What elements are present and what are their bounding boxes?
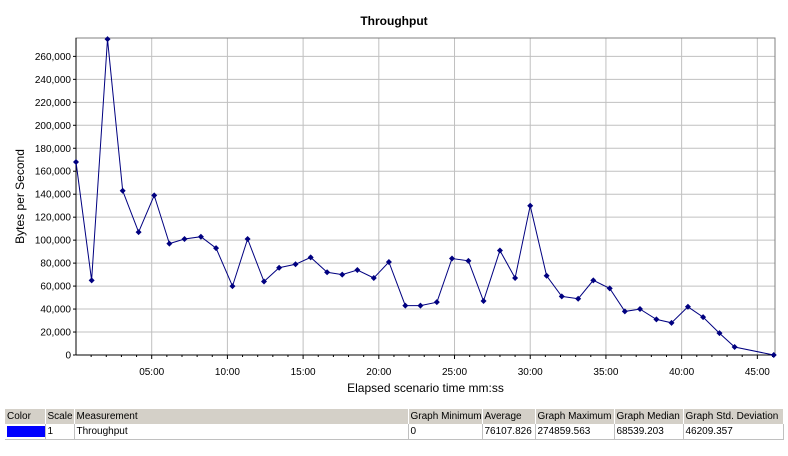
data-point <box>716 330 723 337</box>
chart-title: Throughput <box>360 14 428 28</box>
data-point <box>119 187 126 194</box>
data-point <box>512 275 519 282</box>
y-tick-label: 80,000 <box>40 259 71 270</box>
header-graph-median[interactable]: Graph Median <box>614 409 684 424</box>
y-tick-label: 100,000 <box>35 236 72 247</box>
data-point <box>339 271 346 278</box>
data-point <box>653 316 660 323</box>
data-point <box>575 295 582 302</box>
data-point <box>417 302 424 309</box>
x-tick-label: 20:00 <box>366 367 391 378</box>
data-point <box>480 298 487 305</box>
y-tick-label: 0 <box>65 351 71 362</box>
data-point <box>606 285 613 292</box>
y-tick-label: 60,000 <box>40 282 71 293</box>
legend-scale: 1 <box>45 424 75 440</box>
data-point <box>370 275 377 282</box>
axes <box>73 37 776 359</box>
data-point <box>448 255 455 262</box>
header-scale[interactable]: Scale <box>45 409 75 424</box>
legend-graph-minimum: 0 <box>408 424 483 440</box>
x-tick-label: 35:00 <box>593 367 618 378</box>
y-tick-label: 40,000 <box>40 305 71 316</box>
legend-color-cell <box>5 424 46 440</box>
data-point <box>181 235 188 242</box>
header-average[interactable]: Average <box>482 409 536 424</box>
data-point <box>354 267 361 274</box>
data-point <box>731 343 738 350</box>
legend-average: 76107.826 <box>482 424 536 440</box>
data-point <box>684 303 691 310</box>
y-tick-label: 180,000 <box>35 144 72 155</box>
legend-table: Color Scale Measurement Graph Minimum Av… <box>5 409 784 440</box>
y-tick-label: 120,000 <box>35 213 72 224</box>
header-color[interactable]: Color <box>5 409 46 424</box>
x-tick-label: 25:00 <box>442 367 467 378</box>
data-point <box>621 308 628 315</box>
data-point <box>402 302 409 309</box>
color-swatch <box>7 426 44 437</box>
y-tick-label: 140,000 <box>35 190 72 201</box>
x-tick-label: 05:00 <box>139 367 164 378</box>
y-tick-label: 200,000 <box>35 121 72 132</box>
legend-measurement: Throughput <box>74 424 409 440</box>
y-tick-label: 240,000 <box>35 75 72 86</box>
data-point <box>558 293 565 300</box>
data-point <box>590 277 597 284</box>
data-point <box>197 233 204 240</box>
data-point <box>135 229 142 236</box>
data-point <box>73 159 79 166</box>
grid <box>76 38 775 355</box>
plot-area <box>76 38 775 355</box>
data-point <box>88 277 95 284</box>
data-point <box>292 261 299 268</box>
header-graph-std-deviation[interactable]: Graph Std. Deviation <box>683 409 784 424</box>
data-point <box>151 192 158 199</box>
data-point <box>104 36 111 43</box>
data-point <box>700 314 707 321</box>
y-tick-label: 220,000 <box>35 98 72 109</box>
data-point <box>244 235 251 242</box>
y-tick-label: 260,000 <box>35 52 72 63</box>
y-tick-label: 20,000 <box>40 328 71 339</box>
legend-header-row: Color Scale Measurement Graph Minimum Av… <box>5 409 784 424</box>
legend-graph-std-deviation: 46209.357 <box>683 424 784 440</box>
legend-graph-median: 68539.203 <box>614 424 684 440</box>
chart-plot: 0 20,000 40,000 60,000 80,000 100,000 120,000 1… <box>13 36 777 395</box>
data-point <box>213 245 220 252</box>
data-point <box>166 240 173 247</box>
data-point <box>276 264 283 271</box>
legend-graph-maximum: 274859.563 <box>535 424 615 440</box>
data-point <box>385 258 392 265</box>
data-point <box>229 283 236 290</box>
data-point <box>636 306 643 313</box>
data-point <box>543 272 550 279</box>
y-tick-label: 160,000 <box>35 167 72 178</box>
x-tick-label: 45:00 <box>745 367 770 378</box>
header-graph-maximum[interactable]: Graph Maximum <box>535 409 615 424</box>
data-point <box>433 299 440 306</box>
x-tick-label: 15:00 <box>291 367 316 378</box>
header-graph-minimum[interactable]: Graph Minimum <box>408 409 483 424</box>
data-point <box>260 278 267 285</box>
data-point <box>668 319 675 326</box>
data-point <box>527 202 534 209</box>
x-tick-label: 10:00 <box>215 367 240 378</box>
data-point <box>496 247 503 254</box>
y-axis-title: Bytes per Second <box>13 149 27 244</box>
data-point <box>465 257 472 264</box>
data-point <box>324 269 331 276</box>
data-point <box>770 352 777 358</box>
x-tick-label: 40:00 <box>669 367 694 378</box>
legend-row-throughput[interactable]: 1 Throughput 0 76107.826 274859.563 6853… <box>5 424 784 440</box>
x-tick-label: 30:00 <box>518 367 543 378</box>
series-layer <box>73 36 777 358</box>
tick-labels: 0 20,000 40,000 60,000 80,000 100,000 120,000 1… <box>35 52 770 378</box>
data-point <box>307 254 314 261</box>
x-axis-title: Elapsed scenario time mm:ss <box>347 381 504 395</box>
header-measurement[interactable]: Measurement <box>74 409 409 424</box>
